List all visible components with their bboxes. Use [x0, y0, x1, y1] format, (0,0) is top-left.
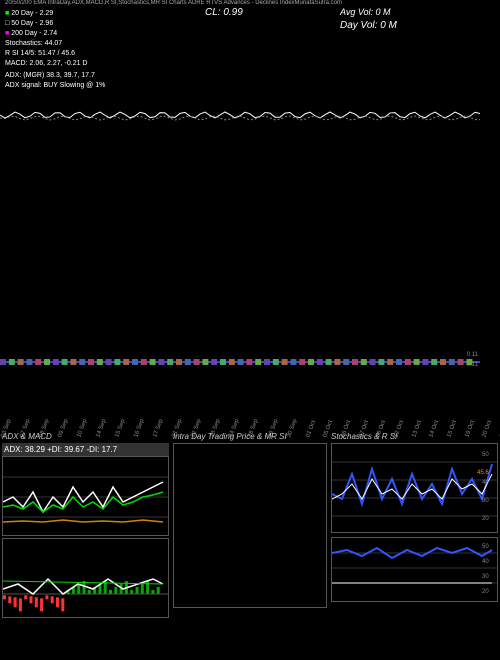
svg-text:20: 20	[482, 589, 489, 595]
adx-macd-column: ADX & MACD ADX: 38.29 +DI: 39.67 -DI: 17…	[0, 430, 171, 660]
col2-title: Intra Day Trading Price & MR SI	[173, 432, 327, 441]
ema20-label: ■ 20 Day - 2.29	[5, 10, 53, 17]
volume-svg	[0, 352, 480, 372]
intraday-column: Intra Day Trading Price & MR SI	[171, 430, 329, 660]
price-svg	[0, 100, 480, 130]
adx-label: ADX: (MGR) 38.3, 39.7, 17.7	[5, 72, 95, 79]
day-vol: Day Vol: 0 M	[340, 20, 397, 31]
avg-vol: Avg Vol: 0 M	[340, 7, 391, 17]
col1-title: ADX & MACD	[2, 432, 169, 441]
ema200-label: ■ 200 Day - 2.74	[5, 30, 57, 37]
macd-chart	[2, 538, 169, 618]
intraday-chart	[173, 443, 327, 608]
macd-label: MACD: 2.06, 2.27, -0.21 D	[5, 60, 87, 67]
svg-text:45.6: 45.6	[477, 470, 489, 476]
stoch-rsi-column: Stochastics & R SI 50 45.6 40 30 20	[329, 430, 500, 660]
volume-chart: 0.11 0.11	[0, 352, 480, 372]
cl-label: CL: 0.99	[205, 7, 243, 18]
col3-title: Stochastics & R SI	[331, 432, 498, 441]
axis-label: 0.11	[467, 362, 478, 368]
stochastics-label: Stochastics: 44.07	[5, 40, 62, 47]
svg-text:30: 30	[482, 574, 489, 580]
top-line: 20/50/200 EMA IntraDay,ADX,MACD,R SI,Sto…	[5, 0, 342, 6]
sub-charts-row: ADX & MACD ADX: 38.29 +DI: 39.67 -DI: 17…	[0, 430, 500, 660]
svg-text:40: 40	[482, 559, 489, 565]
adx-header: ADX: 38.29 +DI: 39.67 -DI: 17.7	[2, 443, 169, 456]
date-axis: 01 Sep02 Sep03 Sep07 Sep08 Sep09 Sep10 S…	[0, 380, 480, 420]
header-info: 20/50/200 EMA IntraDay,ADX,MACD,R SI,Sto…	[0, 0, 500, 100]
adx-signal: ADX signal: BUY Slowing @ 1%	[5, 82, 105, 89]
svg-text:40: 40	[482, 480, 489, 486]
svg-text:20: 20	[482, 516, 489, 522]
svg-text:50: 50	[482, 452, 489, 458]
ema50-label: □ 50 Day - 2.96	[5, 20, 53, 27]
axis-label: 0.11	[467, 352, 478, 358]
svg-text:50: 50	[482, 544, 489, 550]
rsi-chart: 50 40 30 20	[331, 537, 498, 602]
svg-text:30: 30	[482, 498, 489, 504]
main-price-chart	[0, 100, 480, 130]
stochastics-chart: 50 45.6 40 30 20	[331, 443, 498, 533]
rsi-label: R SI 14/5: 51.47 / 45.6	[5, 50, 75, 57]
adx-chart	[2, 456, 169, 536]
